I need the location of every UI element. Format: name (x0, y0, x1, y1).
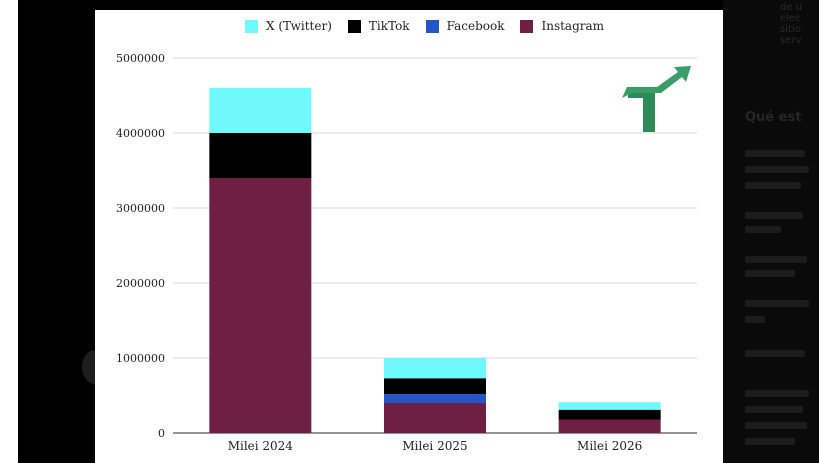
legend-swatch (425, 19, 439, 33)
legend-item-instagram: Instagram (520, 19, 604, 33)
legend-label: Instagram (541, 19, 605, 33)
x-category-label: Milei 2025 (402, 439, 467, 453)
bar-milei-2025-tiktok (384, 378, 486, 394)
x-category-label: Milei 2026 (577, 439, 642, 453)
chart-legend: X (Twitter) TikTok Facebook Instagram (245, 19, 620, 33)
legend-swatch (520, 19, 534, 33)
y-tick-label: 5000000 (116, 52, 165, 65)
bar-milei-2026-x-twitter (558, 402, 661, 410)
legend-swatch (245, 19, 258, 33)
bar-milei-2025-instagram (384, 403, 486, 433)
legend-label: X (Twitter) (266, 19, 332, 33)
legend-item-x-twitter: X (Twitter) (245, 19, 332, 33)
bar-milei-2025-x-twitter (384, 358, 486, 379)
left-edge (0, 0, 18, 463)
bar-milei-2024-instagram (209, 178, 312, 433)
y-tick-label: 2000000 (116, 277, 165, 290)
y-tick-label: 4000000 (116, 127, 165, 140)
legend-label: Facebook (446, 19, 505, 33)
background-article-sidebar: de u elec sitio serv Qué est (723, 0, 819, 463)
bar-milei-2024-tiktok (209, 133, 312, 178)
bar-milei-2024-x-twitter (209, 88, 312, 133)
y-tick-label: 3000000 (116, 202, 165, 215)
legend-swatch (347, 19, 361, 33)
green-arrow-up-right-icon (622, 66, 691, 132)
y-tick-label: 1000000 (116, 352, 165, 365)
x-category-label: Milei 2024 (228, 439, 294, 453)
legend-label: TikTok (368, 19, 410, 33)
legend-item-tiktok: TikTok (347, 19, 410, 33)
bar-milei-2026-instagram (558, 419, 661, 433)
bar-milei-2026-tiktok (558, 409, 661, 420)
bar-milei-2025-facebook (384, 394, 486, 403)
stacked-bar-chart: 0 1000000 2000000 3000000 4000000 5000000 Mil… (116, 52, 697, 453)
chart-panel: X (Twitter) TikTok Facebook Instagram 0 1000… (95, 10, 723, 463)
legend-item-facebook: Facebook (425, 19, 505, 33)
y-tick-label: 0 (158, 427, 165, 440)
